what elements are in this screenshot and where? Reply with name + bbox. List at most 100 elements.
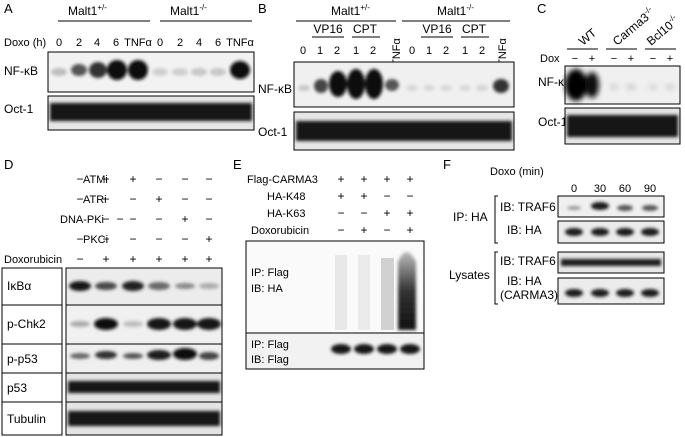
treatment-signs-e: + + + + + + − − − − + + − + − + xyxy=(337,172,413,237)
blot-nfkb-c xyxy=(564,65,681,105)
band xyxy=(616,289,634,297)
band xyxy=(197,318,221,330)
band xyxy=(591,289,609,297)
band xyxy=(665,84,675,90)
lane-labels-a: 0 2 4 6 TNFα 0 2 4 6 TNFα xyxy=(56,37,255,49)
dox-label-c: Dox xyxy=(540,53,560,65)
lane-labels-b: 0 1 2 1 2 TNFα 0 1 2 1 2 TNFα xyxy=(300,37,509,65)
band xyxy=(173,318,197,330)
blot-label-nfkb-b: NF-κB xyxy=(258,82,292,96)
band xyxy=(565,69,587,101)
lane-label: 1 xyxy=(353,45,359,57)
band xyxy=(591,228,609,236)
sign: + xyxy=(360,172,367,186)
band xyxy=(95,351,117,359)
band xyxy=(71,64,87,76)
band xyxy=(476,85,488,91)
blot-label-pp53: p-p53 xyxy=(7,352,38,366)
panel-letter-c: C xyxy=(537,1,546,16)
lane-label: 2 xyxy=(76,37,82,49)
blot-label-nfkb-c: NF-κB xyxy=(538,75,572,89)
sign: − xyxy=(116,212,123,226)
lane-label: 0 xyxy=(571,183,577,195)
blot-label-tubulin: Tubulin xyxy=(7,412,46,426)
band xyxy=(314,79,328,93)
sign: − xyxy=(102,172,109,186)
lane-label: TNFα xyxy=(124,37,152,49)
sign: − xyxy=(129,192,136,206)
blot-nfkb-a xyxy=(47,51,255,93)
blot-label-ip-flag: IP: Flag xyxy=(251,267,289,279)
group-label-cpt-1: CPT xyxy=(353,22,378,36)
sign: − xyxy=(572,53,578,65)
band xyxy=(128,60,148,80)
band xyxy=(199,283,219,289)
band xyxy=(89,62,107,78)
band xyxy=(585,72,599,98)
band-strip xyxy=(561,259,661,266)
lane-smear xyxy=(358,255,370,330)
lane-label: 1 xyxy=(462,45,468,57)
band xyxy=(175,283,195,289)
lane-label: 2 xyxy=(479,45,485,57)
treatment-label-dnapki: DNA-PKi xyxy=(60,214,104,226)
band xyxy=(567,206,581,210)
panel-b: B Malt1+/- Malt1-/- VP16 CPT VP16 CPT 0 … xyxy=(258,1,515,151)
band-strip xyxy=(68,411,220,426)
band xyxy=(298,85,310,91)
lane-label: 2 xyxy=(177,37,183,49)
lane-label: 1 xyxy=(317,45,323,57)
blot-lysates-traf6 xyxy=(557,251,665,274)
blot-p53 xyxy=(65,372,223,403)
blot-lysates-ha xyxy=(557,277,665,305)
blot-label-nfkb-a: NF-κB xyxy=(4,64,38,78)
band xyxy=(385,79,399,91)
sign: − xyxy=(205,192,212,206)
treatment-signs-d: − − + − − − − − − + − − − − − − + − − − … xyxy=(76,172,212,266)
blot-ip-traf6 xyxy=(557,195,665,218)
sign: + xyxy=(129,252,136,266)
band xyxy=(641,289,659,297)
group-label-vp16-1: VP16 xyxy=(313,22,343,36)
lane-label: 2 xyxy=(370,45,376,57)
lane-label: TNFα xyxy=(226,37,254,49)
band xyxy=(230,61,250,79)
band-strip xyxy=(567,115,678,137)
time-labels-f: 0 30 60 90 xyxy=(571,183,656,195)
lysates-label: Lysates xyxy=(449,268,490,282)
ip-ha-label: IP: HA xyxy=(453,210,488,224)
band xyxy=(70,321,90,327)
band xyxy=(459,85,471,91)
lane-label: 6 xyxy=(113,37,119,49)
sign: + xyxy=(589,53,595,65)
blot-label-p53: p53 xyxy=(7,381,27,395)
lane-label: 1 xyxy=(426,45,432,57)
sign: + xyxy=(406,223,413,237)
sign: + xyxy=(155,192,162,206)
dox-signs-c: − + − + − + xyxy=(572,53,673,65)
band xyxy=(107,60,127,80)
band xyxy=(609,84,619,90)
ib-ha-label: IB: HA xyxy=(507,223,542,237)
band xyxy=(354,344,374,354)
sign: + xyxy=(383,172,390,186)
band xyxy=(565,228,583,236)
band xyxy=(70,353,90,359)
sign: − xyxy=(650,53,656,65)
sign: − xyxy=(205,172,212,186)
lysates-ib-traf6-label: IB: TRAF6 xyxy=(500,254,556,268)
panel-letter-f: F xyxy=(443,157,451,172)
lysates-bracket xyxy=(494,251,498,305)
sign: + xyxy=(129,172,136,186)
lane-smear xyxy=(335,255,347,330)
sign: + xyxy=(155,252,162,266)
band-strip xyxy=(296,121,512,141)
band xyxy=(377,344,397,354)
blot-label-ip-flag-2: IP: Flag xyxy=(251,339,289,351)
band xyxy=(591,202,609,210)
group-label-bcl10: Bcl10-/- xyxy=(643,12,682,48)
genotype-label-b2: Malt1-/- xyxy=(437,3,474,18)
band xyxy=(148,282,170,290)
sign: − xyxy=(337,223,344,237)
band-strip xyxy=(68,381,220,393)
